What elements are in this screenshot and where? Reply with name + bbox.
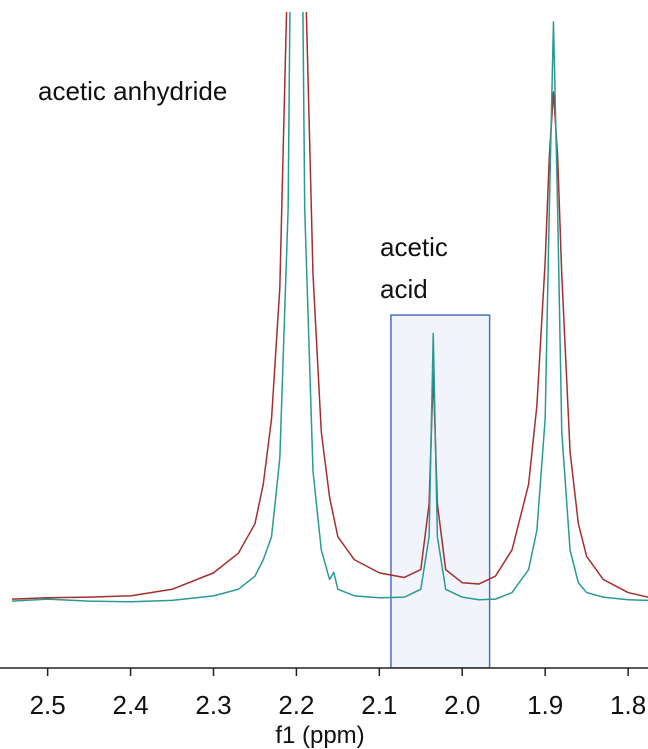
x-tick-label: 2.2	[278, 690, 314, 720]
x-axis-label: f1 (ppm)	[275, 722, 364, 749]
highlight-box	[390, 314, 491, 668]
x-tick-label: 2.4	[112, 690, 148, 720]
x-tick-label: 1.8	[610, 690, 646, 720]
x-tick-label: 1.9	[527, 690, 563, 720]
x-tick-label: 2.5	[30, 690, 66, 720]
x-tick-label: 2.1	[361, 690, 397, 720]
x-tick-label: 2.0	[444, 690, 480, 720]
annotation: acetic	[380, 232, 448, 262]
annotation: acid	[380, 274, 428, 304]
x-tick-label: 2.3	[195, 690, 231, 720]
spectrum-line	[11, 12, 648, 603]
plot-area	[11, 12, 648, 668]
annotation: acetic anhydride	[38, 76, 227, 106]
